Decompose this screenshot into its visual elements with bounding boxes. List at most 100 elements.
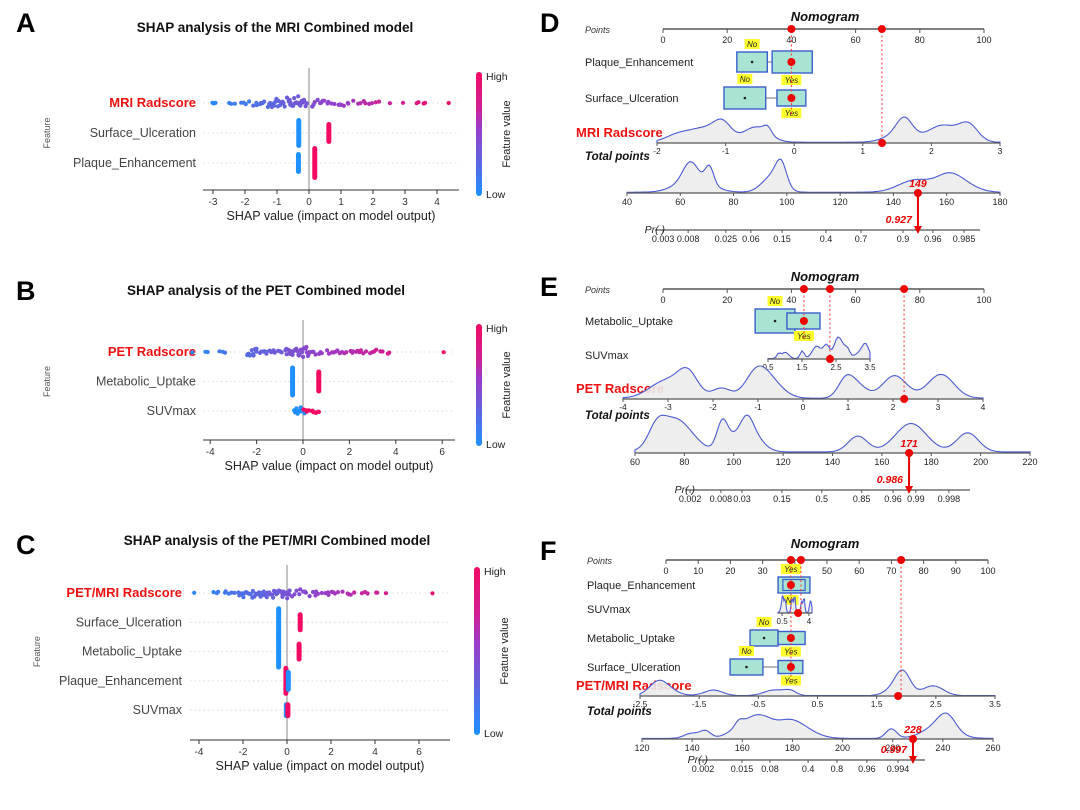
value-label-no: No	[747, 40, 758, 49]
pr-tick-label: 0.85	[853, 494, 871, 504]
pr-tick-label: 0.08	[761, 764, 779, 774]
shap-dot	[352, 590, 357, 595]
value-label-no: No	[741, 647, 752, 656]
shap-dot	[261, 589, 266, 594]
pr-axis-label: Pr( )	[688, 754, 708, 766]
pr-tick-label: 0.4	[802, 764, 815, 774]
x-tick-label: -2	[241, 197, 250, 208]
total-tick-label: 160	[939, 197, 954, 207]
shap-dot	[307, 594, 312, 599]
value-label-bg	[767, 296, 783, 306]
points-tick-label: 100	[976, 295, 991, 305]
points-axis-label: Points	[585, 25, 611, 35]
x-tick-label: 4	[393, 447, 399, 458]
feature-label: Plaque_Enhancement	[59, 674, 183, 688]
shap-dot	[216, 589, 221, 594]
pr-arrowhead	[908, 756, 917, 764]
shap-dot	[243, 102, 248, 107]
total-points-label: Total points	[585, 151, 650, 163]
pr-tick-label: 0.008	[710, 494, 733, 504]
y-axis-title: Feature	[32, 636, 42, 667]
nomogram-title: Nomogram	[791, 536, 860, 551]
nomogram-title: Nomogram	[791, 9, 860, 24]
shap-dot	[298, 587, 303, 592]
shap-dot	[304, 344, 309, 350]
colorbar-low-label: Low	[484, 728, 504, 740]
feature-label-radscore: MRI Radscore	[576, 125, 663, 140]
shap-dot	[303, 590, 308, 595]
total-tick-label: 140	[886, 197, 901, 207]
shap-dot	[313, 352, 318, 357]
density-tick-label: -0.5	[751, 699, 766, 709]
density-tick-label: 3	[998, 146, 1003, 156]
value-label-yes: Yes	[784, 565, 797, 574]
shap-strip-low	[295, 152, 301, 174]
points-tick-label: 20	[722, 35, 732, 45]
shap-dot	[319, 351, 324, 356]
shap-dot	[287, 97, 292, 102]
red-marker-dot	[796, 556, 805, 564]
red-marker-dot	[900, 395, 909, 403]
shap-dot	[344, 350, 349, 355]
points-tick-label: 20	[722, 295, 732, 305]
feature-label: Plaque_Enhancement	[585, 57, 693, 69]
x-tick-label: -4	[206, 447, 215, 458]
shap-dot	[279, 350, 284, 355]
total-tick-label: 60	[675, 197, 685, 207]
shap-dot	[322, 98, 327, 103]
points-tick-label: 80	[919, 566, 929, 576]
shap-dot	[340, 589, 345, 594]
x-tick-label: -3	[209, 197, 218, 208]
density-tick-label: -1.5	[692, 699, 707, 709]
density-tick-label: -1	[754, 402, 762, 412]
colorbar	[476, 72, 482, 196]
total-tick-label: 80	[679, 457, 689, 467]
density-tick-label: 2.5	[930, 699, 942, 709]
total-tick-label: 60	[630, 457, 640, 467]
no-box-mean-dot	[773, 319, 777, 323]
density-tick-label: 4	[981, 402, 986, 412]
pr-axis-label: Pr( )	[645, 224, 665, 236]
density-curve	[656, 116, 1001, 144]
shap-dot	[400, 100, 406, 105]
red-marker-dot	[877, 25, 886, 33]
pr-tick-label: 0.5	[816, 494, 829, 504]
red-marker-dot	[826, 355, 834, 363]
red-marker-dot	[913, 189, 922, 197]
pr-tick-label: 0.7	[855, 234, 868, 244]
total-tick-label: 120	[833, 197, 848, 207]
shap-dot	[205, 349, 210, 355]
density-tick-label: 4	[807, 617, 812, 626]
shap-dot	[348, 592, 353, 597]
no-box-mean-dot	[750, 60, 754, 64]
density-tick-label: 0.5	[812, 699, 824, 709]
density-curve	[777, 594, 813, 614]
density-tick-label: -1	[722, 146, 730, 156]
pr-tick-label: 0.96	[924, 234, 942, 244]
total-tick-label: 260	[985, 743, 1000, 753]
value-label-bg	[739, 646, 754, 656]
shap-dot	[441, 350, 446, 355]
shap-dot	[332, 101, 337, 107]
pr-tick-label: 0.96	[858, 764, 876, 774]
points-axis-label: Points	[587, 556, 613, 566]
x-tick-label: 4	[434, 197, 440, 208]
value-label-bg	[781, 75, 802, 85]
shap-strip-low	[290, 365, 296, 398]
shap-dot	[315, 97, 320, 102]
shap-dot	[217, 349, 222, 354]
panel-label-f: F	[540, 536, 557, 566]
total-points-label: Total points	[587, 706, 652, 718]
value-label-no: No	[759, 618, 770, 627]
points-tick-label: 10	[693, 566, 703, 576]
density-curve	[767, 336, 871, 360]
total-points-label: Total points	[585, 410, 650, 422]
pr-tick-label: 0.998	[938, 494, 961, 504]
shap-dot	[211, 590, 216, 595]
shap-dot	[192, 590, 197, 595]
nomogram-petmri: Nomogram0102030405060708090100PointsPlaq…	[576, 536, 1001, 774]
red-marker-dot	[786, 581, 795, 589]
total-tick-label: 240	[935, 743, 950, 753]
